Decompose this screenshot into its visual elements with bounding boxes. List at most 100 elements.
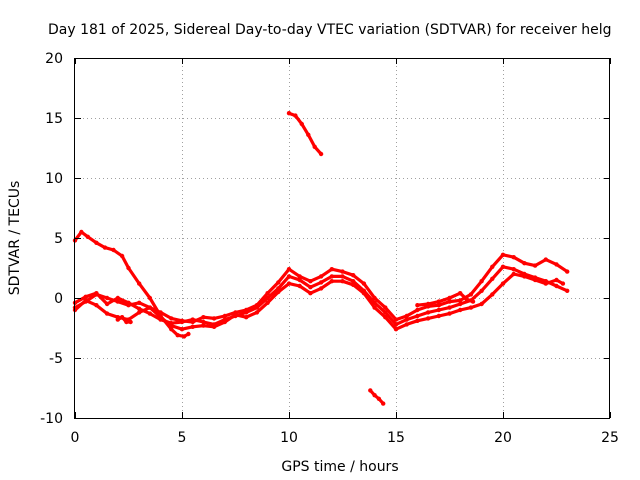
axis-ticks <box>75 58 611 419</box>
data-point <box>468 305 474 310</box>
data-point <box>254 303 260 308</box>
data-point <box>119 253 125 259</box>
data-point <box>175 333 180 338</box>
y-tick-label: -5 <box>49 351 63 367</box>
data-point <box>560 281 566 286</box>
data-point <box>425 301 431 307</box>
data-point <box>126 265 131 271</box>
data-point <box>308 285 313 290</box>
data-point <box>554 277 559 283</box>
data-point <box>511 267 516 272</box>
data-point <box>479 301 484 307</box>
series-line-track-h <box>368 388 385 406</box>
data-point <box>436 299 441 304</box>
data-point <box>211 322 217 327</box>
data-point <box>404 322 409 327</box>
data-point <box>126 303 131 308</box>
data-point <box>147 295 153 301</box>
data-point <box>464 297 469 302</box>
data-point <box>447 295 452 301</box>
data-point <box>404 313 409 319</box>
y-tick-label: 0 <box>54 291 63 307</box>
data-point <box>372 305 377 310</box>
data-point <box>94 303 99 308</box>
data-point <box>119 315 125 320</box>
y-tick-label: 15 <box>45 111 63 127</box>
data-point <box>436 307 441 313</box>
data-point <box>286 267 292 272</box>
data-point <box>306 132 311 137</box>
data-point <box>490 264 495 269</box>
data-point <box>179 327 185 332</box>
chart-title: Day 181 of 2025, Sidereal Day-to-day VTE… <box>48 22 611 38</box>
data-point <box>470 299 476 304</box>
data-point <box>190 319 195 325</box>
data-point <box>94 240 99 245</box>
data-point <box>372 295 377 301</box>
data-point <box>500 281 506 286</box>
data-point <box>128 319 133 325</box>
data-point <box>137 281 142 286</box>
data-point <box>244 307 249 313</box>
data-point <box>447 305 452 310</box>
data-point <box>312 144 317 149</box>
data-point <box>104 295 110 301</box>
data-point <box>340 274 345 279</box>
data-point <box>244 315 249 320</box>
data-point <box>500 252 506 257</box>
y-tick-label: 10 <box>45 171 63 187</box>
data-point <box>85 234 91 239</box>
data-point <box>83 294 88 299</box>
data-point <box>318 274 324 279</box>
data-point <box>532 275 538 280</box>
data-point <box>94 292 99 297</box>
tick-labels: 0 5 10 15 20 25 -10 -5 0 5 10 15 20 <box>40 51 619 446</box>
data-point <box>137 310 142 315</box>
data-point <box>383 305 388 310</box>
data-point <box>500 264 506 269</box>
data-point <box>104 301 110 307</box>
data-point <box>137 306 142 311</box>
data-point <box>286 274 292 279</box>
data-point <box>458 307 463 313</box>
data-point <box>329 279 334 284</box>
data-point <box>297 277 302 283</box>
data-point <box>393 327 399 332</box>
y-tick-label: -10 <box>40 411 63 427</box>
data-point <box>415 313 420 319</box>
data-point <box>458 298 463 303</box>
data-point <box>565 288 570 293</box>
data-point <box>543 257 548 262</box>
data-point <box>511 255 516 260</box>
data-point <box>293 113 298 118</box>
x-tick-label: 20 <box>494 430 512 446</box>
grid-lines <box>75 58 610 418</box>
data-point <box>190 324 195 329</box>
data-point <box>329 267 334 272</box>
data-point <box>254 310 260 315</box>
data-point <box>286 111 292 116</box>
x-tick-label: 5 <box>178 430 187 446</box>
data-point <box>340 279 345 284</box>
data-point <box>181 334 187 339</box>
data-point <box>211 316 217 321</box>
data-point <box>415 307 420 313</box>
data-point <box>286 281 292 286</box>
data-point <box>372 300 377 305</box>
y-tick-label: 5 <box>54 231 63 247</box>
data-point <box>522 271 527 277</box>
data-point <box>361 288 367 293</box>
data-point <box>158 310 163 315</box>
data-point <box>340 269 345 274</box>
y-axis-label: SDTVAR / TECUs <box>7 181 23 296</box>
data-point <box>383 315 388 320</box>
data-point <box>265 291 270 296</box>
data-point <box>233 313 238 319</box>
data-point <box>201 319 206 325</box>
data-point <box>329 274 334 279</box>
data-point <box>436 303 441 308</box>
data-point <box>436 313 441 319</box>
x-tick-label: 10 <box>280 430 298 446</box>
